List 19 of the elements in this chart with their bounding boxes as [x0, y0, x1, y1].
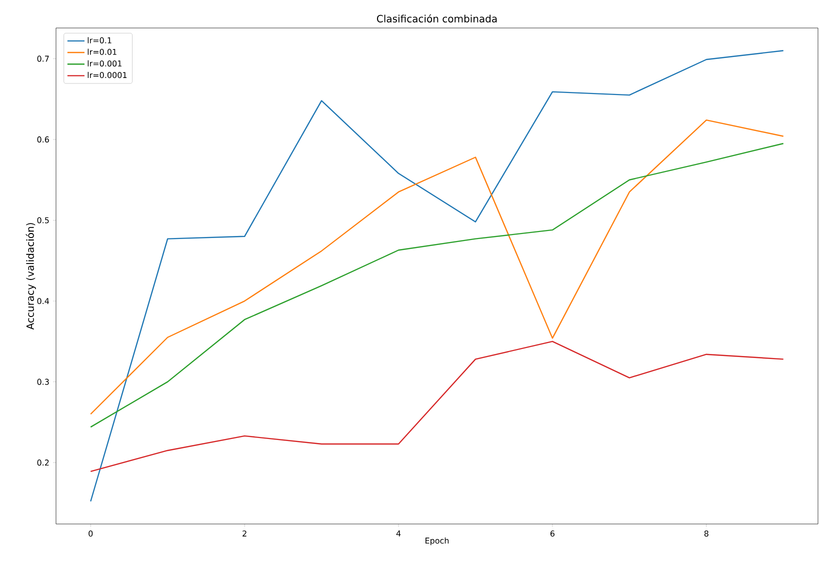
x-tick-label: 2 — [242, 530, 246, 536]
legend-label: lr=0.01 — [88, 48, 116, 55]
y-tick-label: 0.6 — [37, 136, 49, 142]
x-tick-label: 4 — [396, 530, 401, 536]
x-tick-label: 0 — [88, 530, 93, 537]
y-tick-label: 0.7 — [37, 56, 49, 62]
x-tick-label: 8 — [704, 530, 708, 537]
line-series — [90, 340, 784, 472]
y-tick-label: 0.5 — [37, 217, 49, 224]
y-axis-title: Accuracy (validación) — [26, 223, 36, 330]
legend-label: lr=0.001 — [88, 60, 122, 66]
legend-label: lr=0.1 — [88, 37, 112, 44]
y-tick-label: 0.2 — [37, 460, 49, 466]
x-tick-label: 6 — [550, 530, 554, 537]
legend-label: lr=0.0001 — [88, 72, 127, 78]
chart-title: Clasificación combinada — [376, 14, 497, 22]
y-tick-label: 0.3 — [37, 378, 49, 385]
y-tick-label: 0.4 — [37, 298, 50, 304]
x-axis-title: Epoch — [426, 537, 449, 546]
